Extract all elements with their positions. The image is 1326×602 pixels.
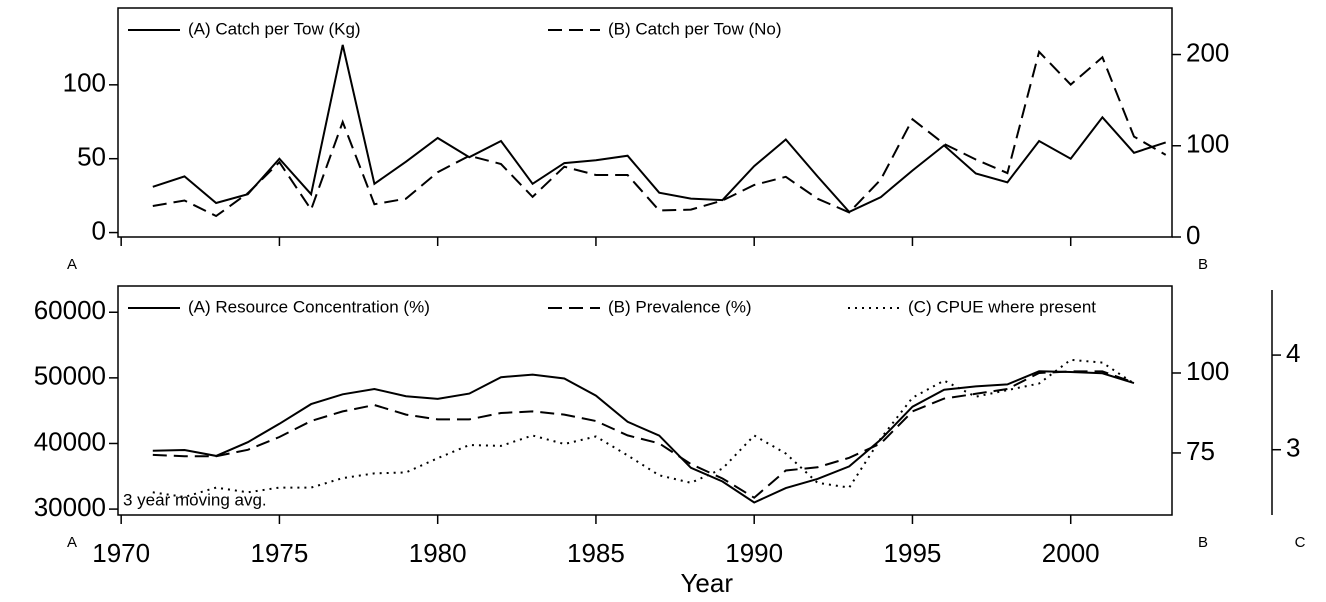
y-tick-label: 30000 [34, 492, 106, 522]
y-tick-label: 100 [1186, 129, 1229, 159]
legend-label: (B) Prevalence (%) [608, 297, 752, 316]
y-tick-label: 3 [1286, 433, 1300, 463]
axis-letter: A [67, 534, 77, 551]
axis-letter: A [67, 256, 77, 273]
y-tick-label: 0 [1186, 220, 1200, 250]
axis-letter: B [1198, 256, 1208, 273]
y-tick-label: 50000 [34, 361, 106, 391]
axis-letter: C [1295, 534, 1306, 551]
x-tick-label: 1985 [567, 538, 625, 568]
y-tick-label: 60000 [34, 295, 106, 325]
data-line [152, 358, 1135, 499]
axis-letter: B [1198, 534, 1208, 551]
data-line [152, 370, 1135, 504]
top-plot-frame [117, 7, 1173, 238]
data-line [152, 44, 1167, 214]
legend-label: (A) Resource Concentration (%) [188, 297, 430, 316]
legend-label: (C) CPUE where present [908, 297, 1096, 316]
bottom-plot-frame [117, 285, 1173, 516]
x-tick-label: 1970 [92, 538, 150, 568]
y-tick-label: 4 [1286, 338, 1300, 368]
legend-label: (A) Catch per Tow (Kg) [188, 19, 361, 38]
x-tick-label: 1980 [409, 538, 467, 568]
y-tick-label: 100 [63, 68, 106, 98]
y-tick-label: 40000 [34, 426, 106, 456]
y-tick-label: 100 [1186, 356, 1229, 386]
annotation: 3 year moving avg. [123, 490, 267, 509]
data-line [152, 370, 1135, 499]
x-tick-label: 1975 [251, 538, 309, 568]
x-axis-title: Year [680, 568, 733, 598]
legend-label: (B) Catch per Tow (No) [608, 19, 782, 38]
y-tick-label: 75 [1186, 436, 1215, 466]
x-tick-label: 2000 [1042, 538, 1100, 568]
data-line [152, 49, 1167, 218]
x-tick-label: 1990 [725, 538, 783, 568]
x-tick-label: 1995 [884, 538, 942, 568]
y-tick-label: 200 [1186, 37, 1229, 67]
y-tick-label: 50 [77, 142, 106, 172]
y-tick-label: 0 [92, 215, 106, 245]
